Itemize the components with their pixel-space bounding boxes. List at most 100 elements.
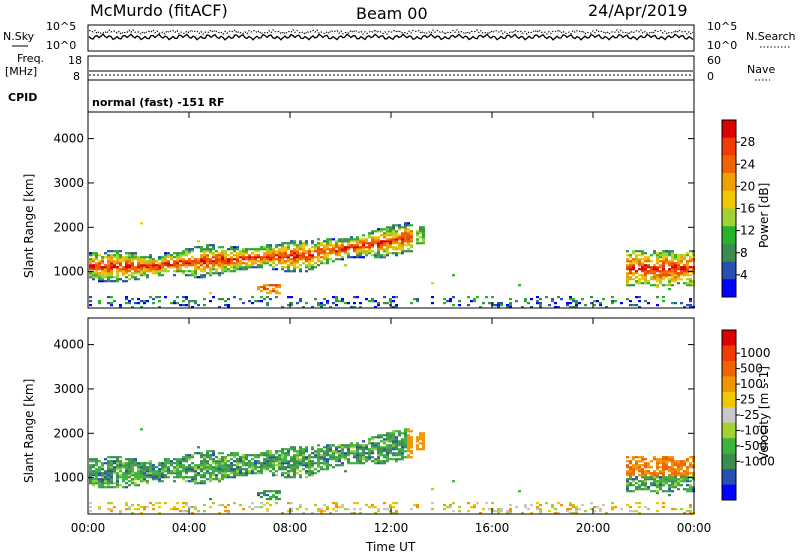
echo-cell <box>128 300 131 303</box>
echo-cell <box>422 444 425 447</box>
echo-cell <box>110 508 113 511</box>
echo-cell <box>203 258 206 261</box>
echo-cell <box>323 244 326 247</box>
echo-cell <box>152 262 155 265</box>
echo-cell <box>674 268 677 271</box>
echo-cell <box>302 242 305 245</box>
echo-cell <box>206 470 209 473</box>
echo-cell <box>374 254 377 257</box>
echo-cell <box>122 466 125 469</box>
echo-cell <box>137 270 140 273</box>
echo-cell <box>251 262 254 265</box>
echo-cell <box>107 296 110 299</box>
echo-cell <box>389 438 392 441</box>
echo-cell <box>173 472 176 475</box>
echo-cell <box>95 266 98 269</box>
echo-cell <box>680 508 683 511</box>
echo-cell <box>290 254 293 257</box>
echo-cell <box>368 232 371 235</box>
echo-cell <box>107 274 110 277</box>
echo-cell <box>662 502 665 505</box>
echo-cell <box>296 462 299 465</box>
echo-cell <box>278 462 281 465</box>
echo-cell <box>644 256 647 259</box>
velocity-colorbar-label: Velocity [m s-1] <box>757 366 771 460</box>
echo-cell <box>326 444 329 447</box>
echo-cell <box>359 446 362 449</box>
echo-cell <box>110 478 113 481</box>
echo-cell <box>149 468 152 471</box>
echo-cell <box>329 240 332 243</box>
echo-cell <box>344 240 347 243</box>
echo-cell <box>140 258 143 261</box>
echo-cell <box>230 470 233 473</box>
echo-cell <box>662 472 665 475</box>
echo-cell <box>92 252 95 255</box>
yaxis-tick-label: 3000 <box>53 382 84 396</box>
echo-cell <box>398 432 401 435</box>
echo-cell <box>647 260 650 263</box>
echo-cell <box>299 458 302 461</box>
echo-cell <box>203 254 206 257</box>
echo-cell <box>113 470 116 473</box>
echo-cell <box>104 252 107 255</box>
echo-cell <box>173 274 176 277</box>
echo-cell <box>365 448 368 451</box>
echo-cell <box>278 490 281 493</box>
echo-cell <box>380 242 383 245</box>
echo-cell <box>392 442 395 445</box>
echo-cell <box>263 246 266 249</box>
echo-cell <box>158 464 161 467</box>
echo-cell <box>176 462 179 465</box>
echo-cell <box>191 306 194 309</box>
echo-cell <box>158 258 161 261</box>
echo-cell <box>329 252 332 255</box>
echo-cell <box>404 444 407 447</box>
echo-cell <box>224 254 227 257</box>
echo-cell <box>227 298 230 301</box>
echo-cell <box>209 268 212 271</box>
echo-cell <box>353 244 356 247</box>
echo-cell <box>539 508 542 511</box>
echo-cell <box>572 506 575 509</box>
echo-cell <box>215 270 218 273</box>
echo-cell <box>392 238 395 241</box>
echo-cell <box>287 242 290 245</box>
echo-cell <box>131 504 134 507</box>
echo-cell <box>362 240 365 243</box>
echo-cell <box>278 466 281 469</box>
echo-cell <box>335 450 338 453</box>
echo-cell <box>137 262 140 265</box>
echo-cell <box>422 440 425 443</box>
echo-cell <box>386 254 389 257</box>
echo-cell <box>98 268 101 271</box>
echo-cell <box>239 462 242 465</box>
echo-cell <box>98 472 101 475</box>
echo-cell <box>389 452 392 455</box>
echo-cell <box>659 478 662 481</box>
echo-cell <box>668 486 671 489</box>
echo-cell <box>212 452 215 455</box>
echo-cell <box>314 244 317 247</box>
echo-cell <box>116 460 119 463</box>
echo-cell <box>671 256 674 259</box>
echo-cell <box>683 306 686 309</box>
echo-cell <box>179 460 182 463</box>
echo-cell <box>419 436 422 439</box>
echo-cell <box>371 448 374 451</box>
echo-cell <box>308 472 311 475</box>
echo-cell <box>656 280 659 283</box>
echo-cell <box>110 466 113 469</box>
echo-cell <box>659 260 662 263</box>
colorbar-segment <box>722 190 736 209</box>
echo-cell <box>317 256 320 259</box>
echo-cell <box>344 302 347 305</box>
echo-cell <box>311 446 314 449</box>
echo-cell <box>140 264 143 267</box>
echo-cell <box>575 506 578 509</box>
echo-cell <box>452 304 455 307</box>
echo-cell <box>251 252 254 255</box>
echo-cell <box>383 250 386 253</box>
echo-cell <box>386 240 389 243</box>
echo-cell <box>680 474 683 477</box>
